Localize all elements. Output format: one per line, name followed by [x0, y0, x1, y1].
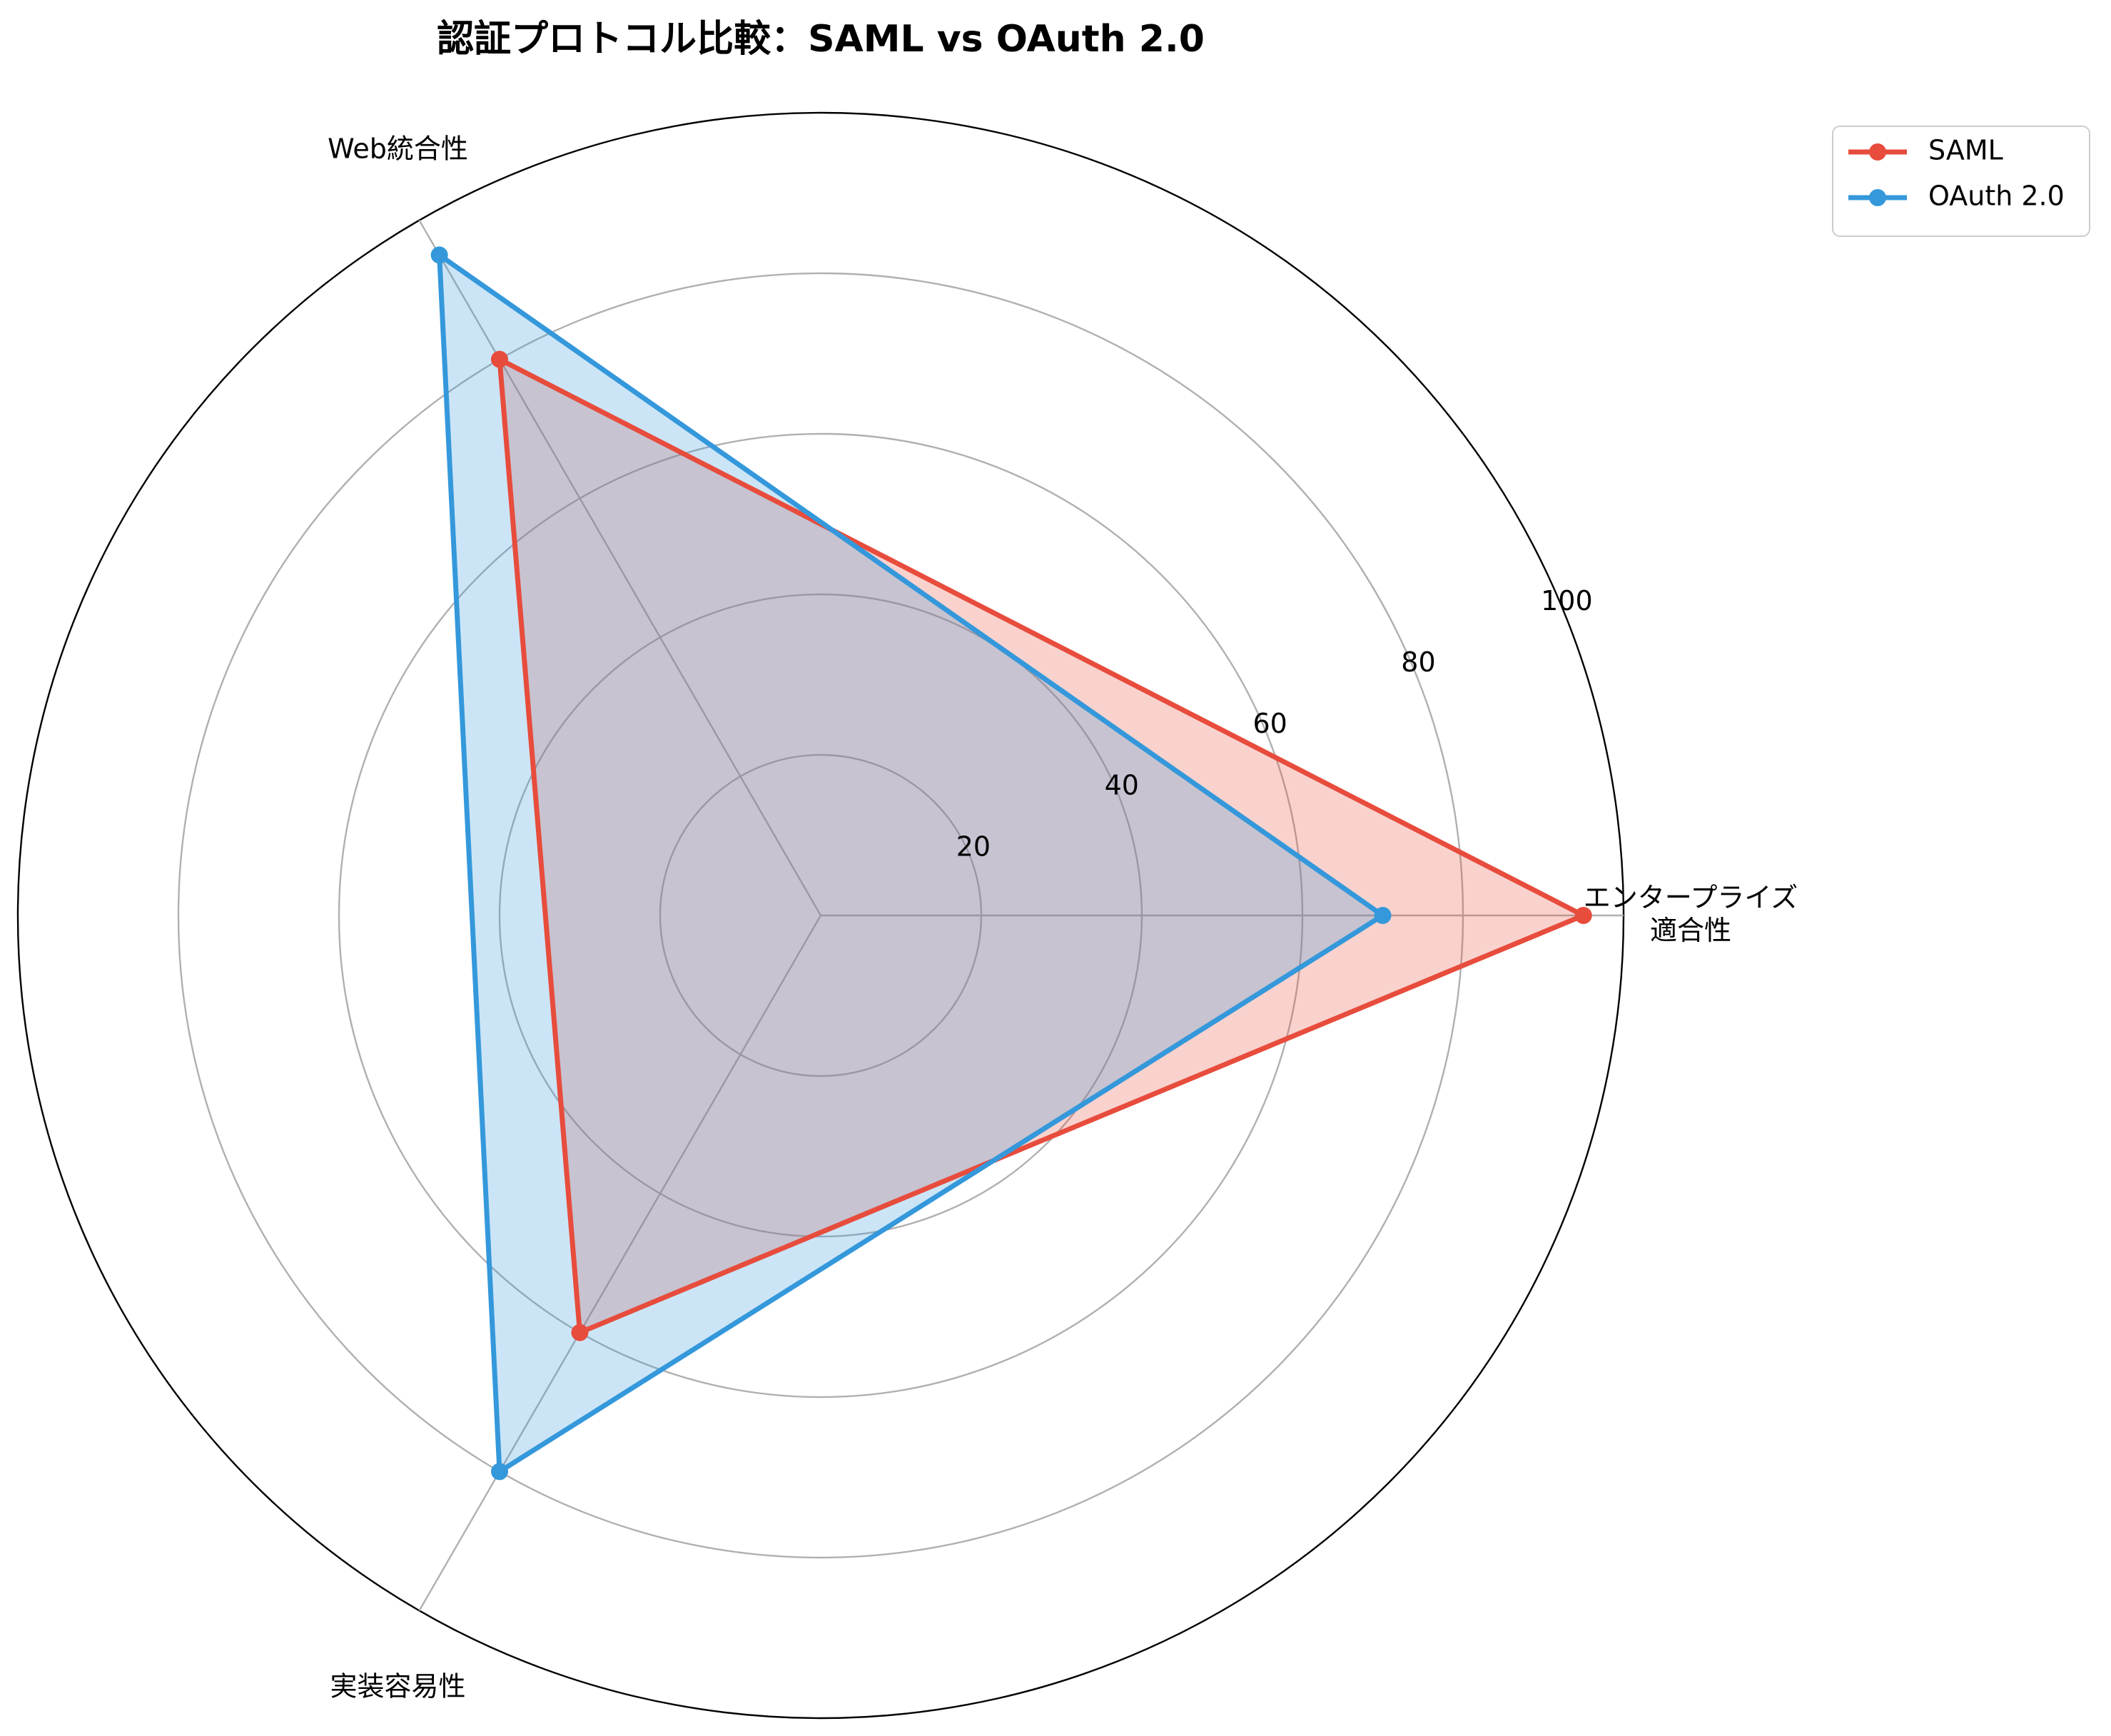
- tick-label: 80: [1401, 646, 1435, 678]
- tick-label: 100: [1541, 585, 1593, 616]
- series-point: [571, 1324, 589, 1341]
- series-layer: [430, 246, 1592, 1481]
- legend-marker-1: [1869, 189, 1886, 206]
- legend-label-0: SAML: [1928, 135, 2003, 166]
- polar-grid: [16, 111, 1625, 1720]
- category-label: エンタープライズ適合性: [1584, 882, 1798, 946]
- legend-marker-0: [1869, 143, 1886, 161]
- series-point: [1574, 907, 1592, 924]
- series-fill-1: [439, 255, 1383, 1472]
- series-fill-0: [500, 359, 1584, 1333]
- series-line-0: [496, 355, 1590, 1336]
- category-label: Web統合性: [328, 133, 468, 164]
- category-label: 実装容易性: [330, 1670, 465, 1702]
- legend: SAML OAuth 2.0: [1832, 126, 2090, 237]
- chart-title: 認証プロトコル比較：SAML vs OAuth 2.0: [437, 18, 1205, 61]
- series-point: [491, 350, 508, 368]
- radial-tick-labels: 20 40 60 80 100: [956, 585, 1593, 862]
- spoke-line: [418, 220, 822, 916]
- series-point: [430, 246, 448, 264]
- legend-label-1: OAuth 2.0: [1928, 181, 2065, 212]
- series-point: [1374, 907, 1392, 924]
- tick-label: 60: [1252, 708, 1287, 739]
- tick-label: 20: [956, 831, 991, 862]
- series-line-1: [436, 250, 1387, 1476]
- tick-label: 40: [1105, 769, 1139, 801]
- series-point: [491, 1463, 508, 1481]
- spoke-line: [418, 915, 822, 1611]
